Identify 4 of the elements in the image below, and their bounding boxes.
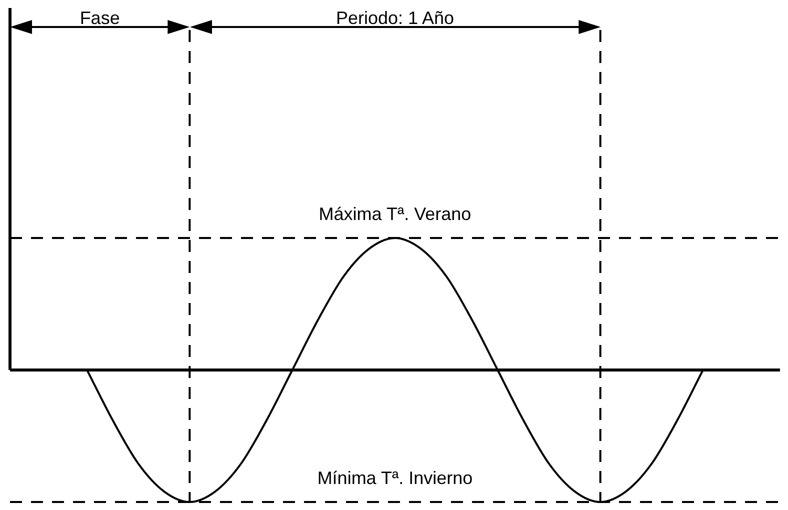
text: Periodo: 1 Año xyxy=(334,8,456,28)
text: Fase xyxy=(78,8,121,28)
ref-line-label: Máxima Tª. Verano xyxy=(318,204,472,224)
ref-line-label: Mínima Tª. Invierno xyxy=(317,468,473,488)
